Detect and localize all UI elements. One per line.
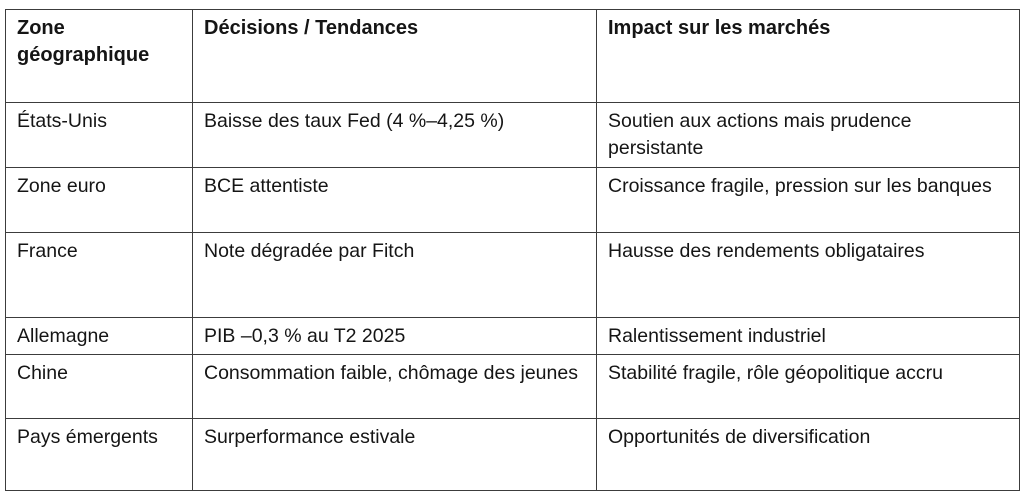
cell-decision: Surperformance estivale	[192, 418, 597, 491]
table-row-allemagne: Allemagne PIB –0,3 % au T2 2025 Ralentis…	[5, 317, 1020, 355]
cell-zone: France	[5, 232, 193, 318]
cell-zone: Chine	[5, 354, 193, 419]
cell-impact: Hausse des rendements obligataires	[596, 232, 1020, 318]
table-row-france: France Note dégradée par Fitch Hausse de…	[5, 232, 1020, 318]
cell-zone: Allemagne	[5, 317, 193, 355]
cell-decision: Baisse des taux Fed (4 %–4,25 %)	[192, 102, 597, 168]
table-row-zone-euro: Zone euro BCE attentiste Croissance frag…	[5, 167, 1020, 233]
cell-zone: États-Unis	[5, 102, 193, 168]
cell-impact: Croissance fragile, pression sur les ban…	[596, 167, 1020, 233]
geo-impact-table: Zone géographique Décisions / Tendances …	[5, 9, 1020, 491]
geo-impact-table-container: Zone géographique Décisions / Tendances …	[5, 9, 1020, 491]
cell-zone: Zone euro	[5, 167, 193, 233]
cell-impact: Stabilité fragile, rôle géopolitique acc…	[596, 354, 1020, 419]
cell-impact: Soutien aux actions mais prudence persis…	[596, 102, 1020, 168]
cell-impact: Ralentissement industriel	[596, 317, 1020, 355]
table-row-pays-emergents: Pays émergents Surperformance estivale O…	[5, 418, 1020, 491]
header-row: Zone géographique Décisions / Tendances …	[5, 9, 1020, 103]
column-header-zone: Zone géographique	[5, 9, 193, 103]
table-row-etats-unis: États-Unis Baisse des taux Fed (4 %–4,25…	[5, 102, 1020, 168]
column-header-impact: Impact sur les marchés	[596, 9, 1020, 103]
column-header-decisions: Décisions / Tendances	[192, 9, 597, 103]
cell-decision: BCE attentiste	[192, 167, 597, 233]
table-row-chine: Chine Consommation faible, chômage des j…	[5, 354, 1020, 419]
cell-decision: Note dégradée par Fitch	[192, 232, 597, 318]
cell-impact: Opportunités de diversification	[596, 418, 1020, 491]
cell-zone: Pays émergents	[5, 418, 193, 491]
cell-decision: Consommation faible, chômage des jeunes	[192, 354, 597, 419]
cell-decision: PIB –0,3 % au T2 2025	[192, 317, 597, 355]
